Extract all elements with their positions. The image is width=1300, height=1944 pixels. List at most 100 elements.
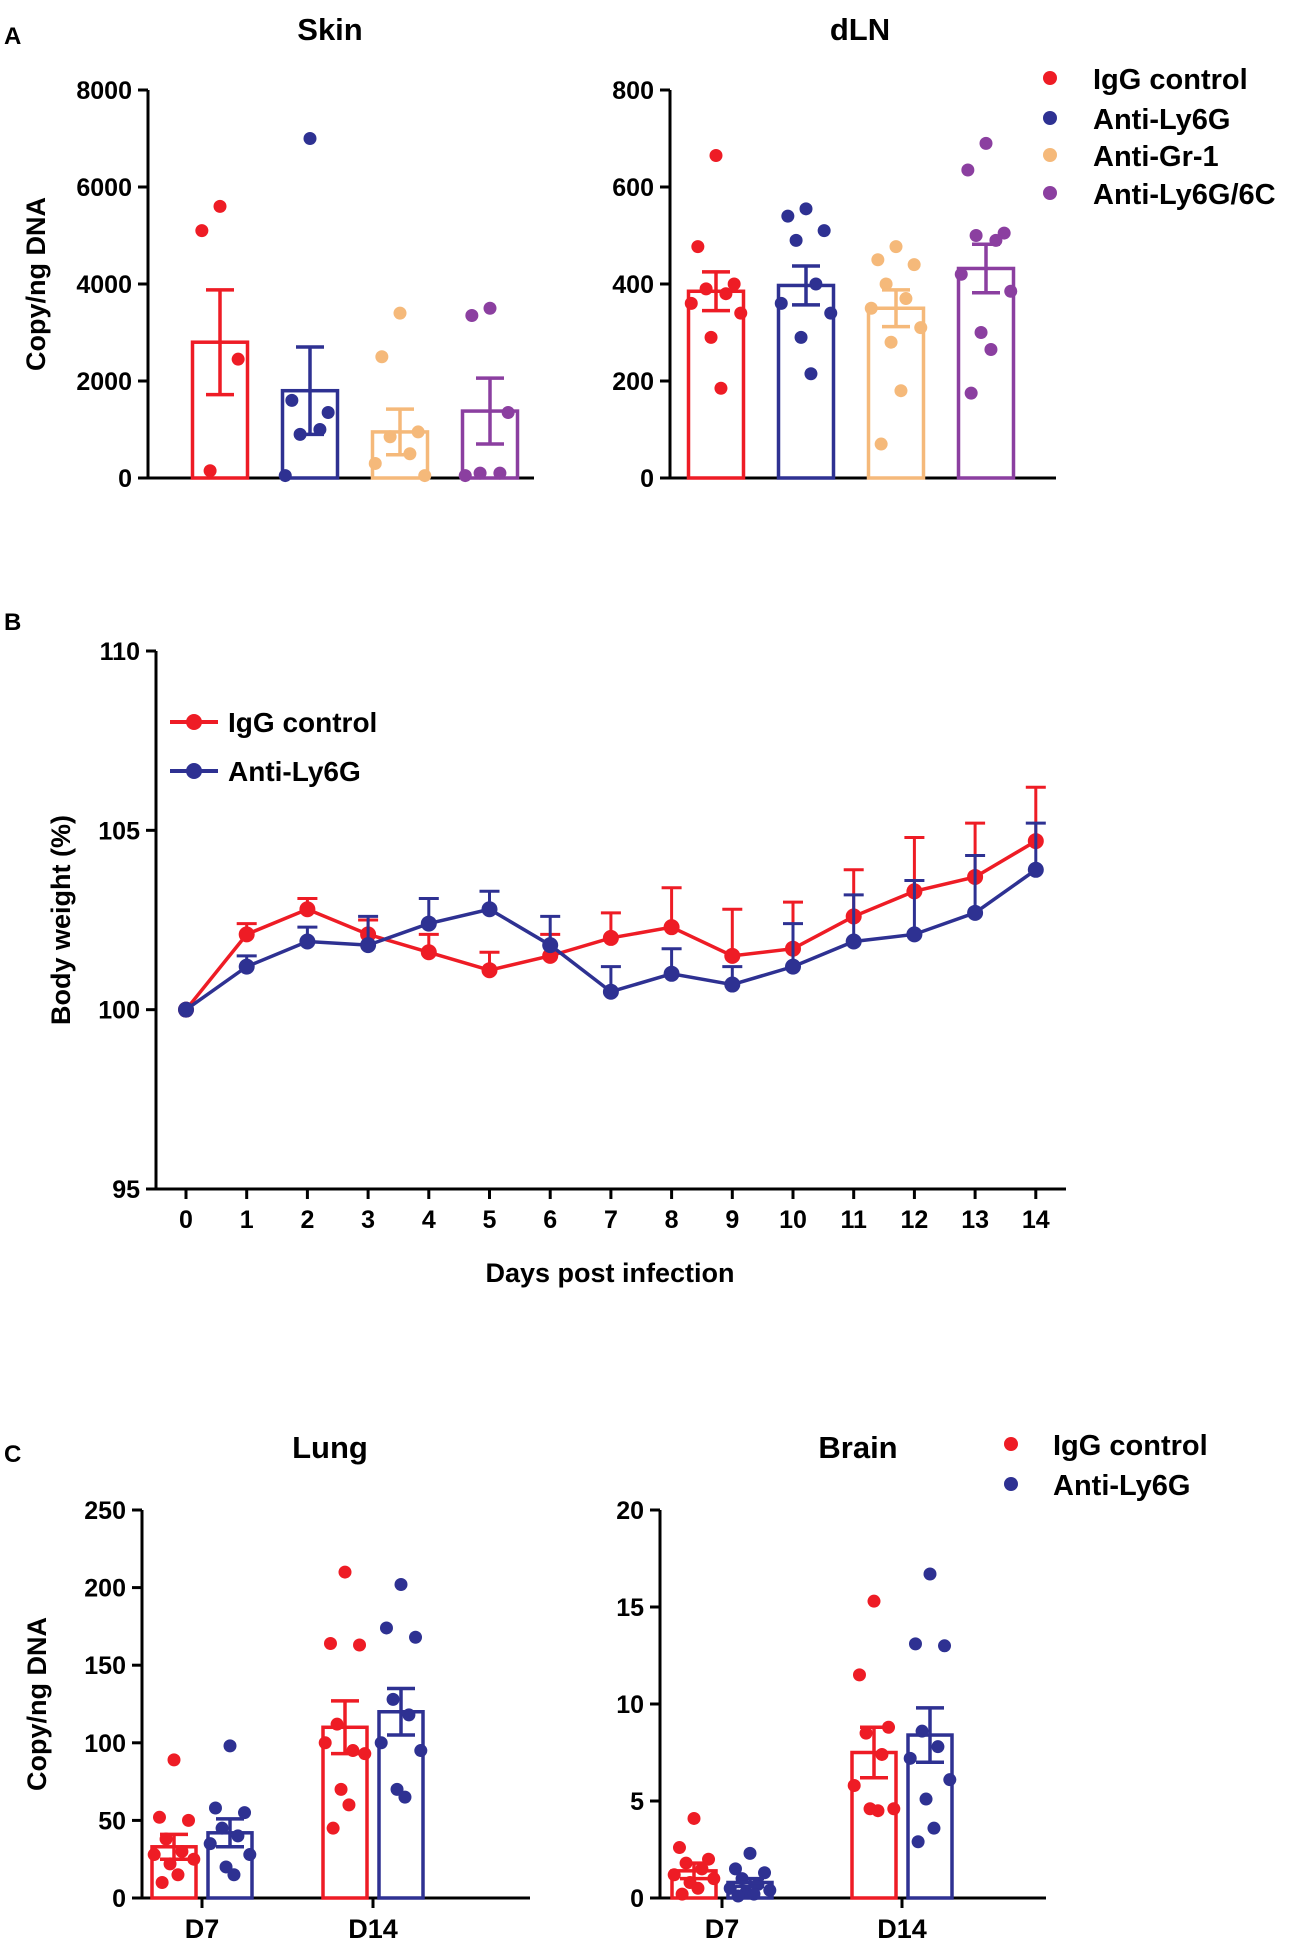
brain-igg-control-d7-point	[707, 1872, 721, 1886]
dln-anti-ly6g-6c-bar	[956, 266, 1016, 480]
lung-x-tick-label: D7	[185, 1914, 220, 1944]
lung-anti-ly6g-d7-point	[203, 1837, 217, 1851]
legend-b-label-1: Anti-Ly6G	[228, 756, 361, 787]
legend-a-label-1: Anti-Ly6G	[1093, 104, 1230, 136]
dln-y-tick-label: 0	[640, 465, 654, 493]
bw-x-tick-label: 12	[900, 1206, 928, 1234]
lung-y-label: Copy/ng DNA	[22, 1617, 52, 1791]
skin-anti-ly6g-6c-point	[473, 466, 487, 480]
bw-y-tick-label: 95	[112, 1176, 140, 1204]
lung-igg-control-d7-point	[155, 1875, 169, 1889]
brain-anti-ly6g-d7-point	[743, 1846, 757, 1860]
lung-y-tick-label: 0	[112, 1885, 126, 1913]
legend-c-label-0: IgG control	[1053, 1430, 1208, 1462]
lung-anti-ly6g-d14-point	[386, 1692, 400, 1706]
brain-anti-ly6g-d14-point	[923, 1567, 937, 1581]
bw-x-tick-label: 2	[300, 1206, 314, 1234]
bw-point-anti-ly6g	[906, 926, 923, 943]
lung-igg-control-d7-point	[171, 1868, 185, 1882]
lung-chart: 0 50 100 150 200 250 Lung Copy/ng DNA D7 D14	[22, 1430, 530, 1944]
brain-igg-control-d14-point	[859, 1726, 873, 1740]
lung-igg-control-d7-point	[182, 1813, 196, 1827]
lung-x-tick-label: D14	[348, 1914, 398, 1944]
bw-point-anti-ly6g	[602, 983, 619, 1000]
bw-point-anti-ly6g	[967, 904, 984, 921]
bw-point-anti-ly6g	[724, 976, 741, 993]
dln-anti-gr-1-point	[864, 301, 878, 315]
bw-x-tick-label: 13	[961, 1206, 989, 1234]
lung-anti-ly6g-d14-point	[374, 1736, 388, 1750]
skin-anti-ly6g-point	[303, 132, 317, 145]
skin-y-tick-label: 2000	[76, 368, 132, 396]
skin-y-label: Copy/ng DNA	[21, 197, 51, 371]
brain-anti-ly6g-d14-point	[919, 1792, 933, 1806]
skin-igg-control-point	[213, 199, 227, 213]
brain-igg-control-d7-point	[695, 1862, 709, 1876]
brain-anti-ly6g-d14-point	[911, 1835, 925, 1849]
skin-anti-ly6g-6c-point	[458, 469, 472, 483]
bw-x-tick-label: 14	[1022, 1206, 1050, 1234]
skin-anti-gr-1-point	[418, 469, 432, 483]
lung-anti-ly6g-d14-point	[402, 1708, 416, 1722]
legend-a-marker-2	[1043, 148, 1057, 162]
skin-y-tick-label: 8000	[76, 77, 132, 105]
skin-anti-gr-1-point	[383, 430, 397, 444]
dln-anti-ly6g-6c-point	[969, 229, 983, 242]
skin-y-tick-label: 6000	[76, 174, 132, 202]
brain-igg-control-d7-point	[687, 1811, 701, 1825]
brain-x-tick-label: D14	[877, 1914, 927, 1944]
bw-x-tick-label: 6	[543, 1206, 557, 1234]
lung-igg-control-d14-point	[318, 1736, 332, 1750]
brain-anti-ly6g-d7-point	[763, 1883, 777, 1897]
dln-anti-ly6g-point	[799, 202, 813, 216]
brain-igg-control-d14-point	[847, 1778, 861, 1792]
bw-x-tick-label: 4	[422, 1206, 436, 1234]
skin-igg-control-point	[195, 224, 209, 238]
brain-igg-control-d14-point	[852, 1668, 866, 1682]
brain-igg-control-d14-point	[875, 1747, 889, 1761]
dln-anti-ly6g-point	[794, 330, 808, 344]
lung-anti-ly6g-d14-point	[394, 1577, 408, 1591]
brain-chart: 0 5 10 15 20 Brain D7 D14	[616, 1430, 1046, 1944]
bw-point-igg-control	[602, 929, 619, 946]
bw-x-label: Days post infection	[485, 1258, 734, 1288]
dln-anti-gr-1-point	[871, 253, 885, 267]
lung-anti-ly6g-d7-point	[243, 1848, 257, 1862]
dln-anti-gr-1-point	[874, 437, 888, 451]
bw-x-tick-label: 7	[604, 1206, 618, 1234]
brain-anti-ly6g-d7-point	[728, 1862, 742, 1876]
skin-anti-gr-1-point	[411, 425, 425, 439]
bw-point-anti-ly6g	[481, 901, 498, 918]
dln-anti-gr-1-point	[879, 277, 893, 291]
legend-c-marker-0	[1004, 1437, 1018, 1451]
dln-anti-ly6g-6c-point	[961, 163, 975, 177]
bw-point-igg-control	[299, 901, 316, 918]
dln-igg-control-point	[704, 330, 718, 344]
dln-igg-control-point	[727, 277, 741, 291]
legend-b-marker-0	[186, 714, 202, 730]
brain-igg-control-d7-point	[672, 1841, 686, 1855]
dln-y-tick-label: 800	[612, 77, 654, 105]
brain-igg-control-d14-point	[867, 1594, 881, 1608]
bw-point-igg-control	[238, 926, 255, 943]
brain-igg-control-d14-point	[871, 1804, 885, 1818]
bw-x-tick-label: 10	[779, 1206, 807, 1234]
dln-anti-ly6g-point	[774, 296, 788, 310]
dln-anti-ly6g-6c-point	[984, 342, 998, 356]
brain-y-tick-label: 0	[630, 1885, 644, 1913]
bw-y-label: Body weight (%)	[46, 815, 76, 1025]
brain-anti-ly6g-d14-point	[927, 1821, 941, 1835]
lung-igg-control-d14-point	[342, 1798, 356, 1812]
dln-anti-ly6g-point	[804, 367, 818, 381]
dln-y-tick-label: 600	[612, 174, 654, 202]
brain-anti-ly6g-d14-point	[938, 1639, 952, 1653]
panel-label-b: B	[4, 609, 21, 636]
bw-point-anti-ly6g	[542, 937, 559, 954]
lung-igg-control-d14-point	[353, 1638, 367, 1652]
dln-anti-ly6g-6c-point	[974, 326, 988, 339]
bw-x-tick-label: 0	[179, 1206, 193, 1234]
legend-a-marker-1	[1043, 111, 1057, 125]
bw-point-anti-ly6g	[360, 937, 377, 954]
brain-anti-ly6g-d14-point	[943, 1773, 957, 1787]
